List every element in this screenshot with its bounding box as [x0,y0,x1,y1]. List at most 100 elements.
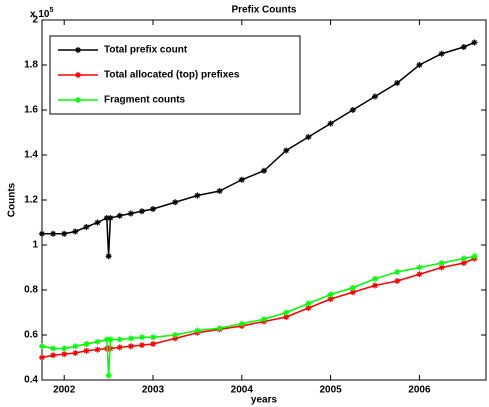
series-marker [471,39,478,46]
x-tick-label: 2006 [408,385,431,396]
series-line [41,257,475,359]
series-marker [105,253,112,260]
series-marker [50,345,57,352]
series-line [42,41,475,257]
y-tick-label: 0.4 [24,375,38,386]
series-marker [105,372,112,379]
series-marker [438,260,445,266]
series-marker [416,271,423,278]
y-axis-label: Counts [7,182,18,217]
series-marker [127,343,134,350]
series-marker [94,346,101,353]
series-marker [283,309,290,316]
series-marker [39,354,45,361]
series-marker [94,338,101,345]
series-marker [327,120,334,127]
series-marker [305,305,312,311]
legend-marker [75,97,81,103]
series-marker [83,341,90,347]
series-marker [72,350,79,356]
series-marker [138,342,145,349]
series-marker [394,278,401,284]
series-marker [305,300,312,307]
series-marker [283,314,290,320]
series-marker [372,93,378,100]
series-marker [394,269,401,275]
series-marker [107,215,114,221]
series-marker [83,347,90,354]
y-multiplier: x 105 [30,7,53,20]
y-tick-label: 2 [32,15,38,26]
series-marker [50,352,57,359]
multiplier-base: x 10 [30,9,50,20]
series-marker [349,289,356,296]
series-marker [172,335,179,342]
series-marker [261,316,267,323]
series-marker [116,212,123,219]
series-marker [39,343,45,350]
series-marker [349,107,356,113]
series-marker [50,230,57,237]
series-marker [460,44,467,50]
series-marker [416,62,423,68]
series-marker [61,351,68,358]
series-marker [150,341,156,347]
series-marker [61,230,68,237]
series-marker [438,50,445,57]
series-marker [216,325,223,332]
x-tick-label: 2003 [142,385,165,396]
series-marker [150,334,156,341]
series-marker [150,206,156,212]
series-marker [460,260,467,266]
series-marker [138,334,145,341]
series-marker [283,147,290,154]
series-marker [416,264,423,271]
series-marker [138,208,145,215]
series-marker [72,228,79,235]
y-tick-label: 1.4 [24,150,38,161]
series-marker [394,80,401,86]
series-marker [116,336,123,343]
series-marker [127,335,134,342]
x-tick-label: 2004 [231,385,254,396]
x-tick-label: 2005 [319,385,342,396]
series-marker [116,344,123,351]
x-tick-label: 2002 [53,385,76,396]
y-tick-label: 0.8 [24,285,38,296]
series-marker [261,167,267,174]
y-tick-label: 1.8 [24,60,38,71]
series-marker [94,219,101,226]
series-marker [305,134,312,140]
multiplier-exponent: 5 [49,7,53,14]
series-marker [72,343,79,350]
series-marker [103,336,110,343]
series-marker [83,224,90,230]
legend-label: Fragment counts [104,95,186,106]
y-tick-label: 1 [32,240,38,251]
y-tick-label: 1.2 [24,195,38,206]
legend-marker [75,47,81,53]
series-marker [103,215,110,221]
x-axis-label: years [251,395,278,406]
series-marker [460,255,467,262]
series-marker [471,253,478,260]
chart-title: Prefix Counts [231,5,296,16]
series-marker [349,284,356,291]
y-tick-label: 0.6 [24,330,38,341]
series-marker [127,210,134,217]
series-marker [327,291,334,298]
series-marker [238,320,245,327]
series-marker [39,230,45,237]
legend-label: Total prefix count [104,45,188,56]
series-marker [107,336,114,343]
series-marker [194,192,201,199]
series-marker [172,332,179,338]
series-marker [172,199,179,206]
series-marker [372,275,378,282]
series-marker [194,327,201,334]
series-marker [372,282,378,289]
series-marker [238,176,245,183]
series-marker [438,264,445,271]
series-line [41,255,475,376]
